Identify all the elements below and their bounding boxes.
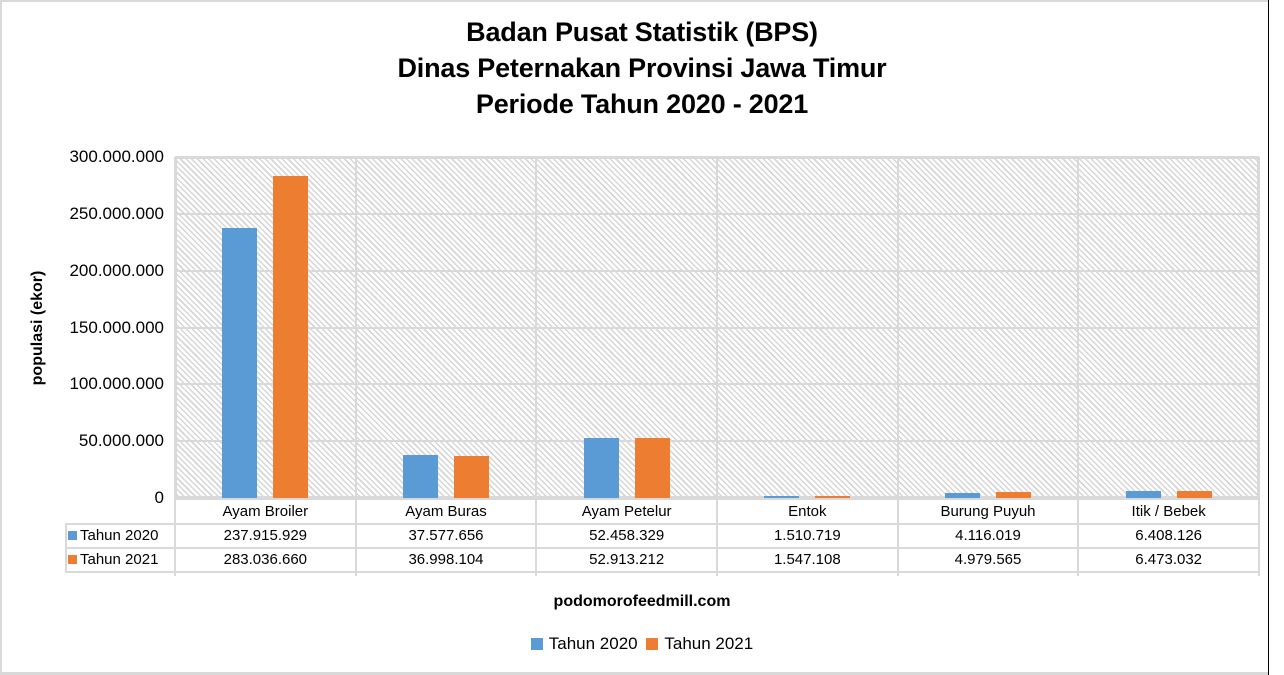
table-cell: 1.547.108 — [773, 551, 841, 568]
source-annotation: podomorofeedmill.com — [553, 593, 731, 610]
vertical-gridline — [174, 157, 176, 576]
bar-tahun-2020 — [945, 493, 980, 498]
bar-tahun-2020 — [764, 496, 800, 498]
table-line — [66, 547, 1259, 549]
category-label: Entok — [788, 503, 827, 520]
legend-label-2021: Tahun 2021 — [664, 634, 754, 653]
legend-item-2021: Tahun 2021 — [646, 634, 753, 654]
vertical-gridline — [896, 157, 899, 576]
window-edge — [1268, 0, 1284, 675]
table-cell: 6.408.126 — [1135, 527, 1203, 544]
category-label: Itik / Bebek — [1131, 503, 1206, 520]
category-label: Ayam Broiler — [222, 503, 309, 520]
chart-title: Badan Pusat Statistik (BPS) Dinas Petern… — [0, 14, 1284, 122]
table-row-label: Tahun 2020 — [68, 524, 158, 548]
series-name: Tahun 2021 — [80, 551, 159, 568]
y-tick-label: 250.000.000 — [69, 203, 164, 223]
table-cell: 283.036.660 — [223, 551, 308, 568]
table-row-label: Tahun 2021 — [68, 548, 158, 572]
table-cell: 52.913.212 — [589, 551, 665, 568]
table-cell: 4.116.019 — [955, 527, 1021, 544]
title-line-3: Periode Tahun 2020 - 2021 — [475, 89, 809, 119]
title-line-1: Badan Pusat Statistik (BPS) — [466, 17, 818, 47]
y-tick-label: 200.000.000 — [69, 260, 164, 280]
y-tick-label: 50.000.000 — [78, 431, 164, 451]
bar-tahun-2021 — [815, 496, 851, 498]
legend-item-2020: Tahun 2020 — [530, 634, 638, 654]
table-cell: 52.458.329 — [589, 527, 665, 544]
y-tick-label: 100.000.000 — [69, 374, 164, 394]
vertical-gridline — [1258, 157, 1260, 576]
table-line — [65, 523, 67, 573]
table-cell: 1.510.719 — [773, 527, 841, 544]
series-swatch — [68, 531, 77, 540]
y-tick-label: 0 — [154, 488, 164, 507]
legend-label-2020: Tahun 2020 — [548, 634, 638, 653]
legend-swatch-2020 — [530, 638, 543, 650]
bar-tahun-2021 — [1176, 490, 1212, 498]
legend: Tahun 2020 Tahun 2021 — [0, 634, 1284, 654]
y-tick-label: 150.000.000 — [69, 317, 164, 337]
table-line — [66, 571, 1259, 573]
bar-tahun-2021 — [996, 492, 1031, 498]
bar-tahun-2020 — [222, 227, 258, 498]
vertical-gridline — [535, 157, 538, 576]
table-cell: 37.577.656 — [408, 527, 484, 544]
y-axis-label: populasi (ekor) — [29, 270, 46, 386]
vertical-gridline — [1077, 157, 1080, 576]
table-cell: 4.979.565 — [954, 551, 1022, 568]
vertical-gridline — [354, 157, 357, 576]
table-cell: 6.473.032 — [1135, 551, 1203, 568]
table-cell: 36.998.104 — [408, 551, 484, 568]
table-line — [66, 523, 1259, 525]
y-tick-label: 300.000.000 — [69, 147, 164, 166]
category-label: Burung Puyuh — [940, 503, 1036, 520]
bar-tahun-2021 — [634, 437, 670, 498]
bar-tahun-2020 — [1125, 490, 1161, 498]
table-line — [175, 498, 1259, 500]
legend-swatch-2021 — [646, 638, 659, 650]
vertical-gridline — [716, 157, 718, 576]
bar-tahun-2021 — [454, 455, 489, 498]
series-swatch — [68, 555, 77, 564]
category-label: Ayam Petelur — [581, 503, 672, 520]
bar-tahun-2020 — [583, 438, 619, 498]
title-line-2: Dinas Peternakan Provinsi Jawa Timur — [397, 53, 887, 83]
series-name: Tahun 2020 — [80, 527, 159, 544]
category-label: Ayam Buras — [405, 503, 487, 520]
bar-tahun-2021 — [273, 176, 309, 498]
bar-tahun-2020 — [403, 455, 438, 498]
table-cell: 237.915.929 — [223, 527, 308, 544]
